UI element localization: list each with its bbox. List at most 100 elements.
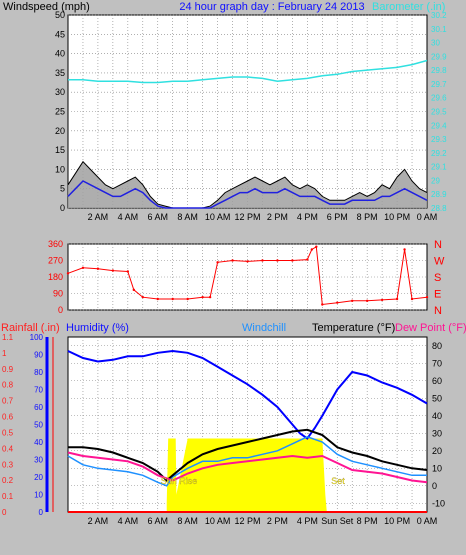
barometer-tick-label: 28.8 [431, 204, 447, 213]
temp-time-tick-label: 4 AM [118, 516, 139, 526]
sunrise-annotation: Sun Rise [161, 476, 198, 486]
wind-direction-point [351, 299, 354, 303]
barometer-tick-label: 30.1 [431, 25, 447, 34]
barometer-tick-label: 29.3 [431, 135, 447, 144]
wind-direction-point [395, 297, 399, 301]
temperature-tick-label: 0 [432, 481, 437, 491]
rainfall-tick-label: 0.3 [2, 460, 14, 469]
wind-direction-point [306, 258, 309, 261]
wind-barometer-panel: 0 5 10 15 20 25 30 35 40 45 50 28.8 28.9 29 29.1 29.2 29… [55, 10, 447, 222]
wind-time-tick-label: 4 PM [297, 212, 318, 222]
temp-time-tick-label: 2 PM [267, 516, 288, 526]
sunset-annotation: Set [331, 476, 345, 486]
temp-time-tick-label: Sun Set [321, 516, 354, 526]
temperature-legend: Temperature (°F) [312, 322, 395, 334]
humidity-tick-label: 40 [34, 438, 43, 447]
direction-tick-label: 180 [48, 272, 63, 282]
wind-direction-line [67, 245, 428, 306]
dew-point-legend: Dew Point (°F) [395, 322, 466, 334]
wind-time-tick-label: 8 PM [357, 212, 378, 222]
humidity-tick-label: 100 [30, 333, 44, 342]
direction-tick-label: 360 [48, 239, 63, 249]
wind-direction-point [261, 259, 264, 262]
rainfall-tick-label: 0.7 [2, 397, 14, 406]
rainfall-tick-label: 0.6 [2, 413, 14, 422]
barometer-axis-title: Barometer (.in) [372, 1, 445, 13]
rainfall-tick-label: 1.1 [2, 333, 14, 342]
direction-tick-label: 90 [53, 289, 63, 299]
barometer-line [68, 59, 428, 84]
windspeed-tick-label: 30 [55, 87, 65, 97]
humidity-tick-label: 0 [39, 508, 44, 517]
rainfall-tick-label: 0.4 [2, 444, 14, 453]
rainfall-tick-label: 1 [2, 349, 7, 358]
rainfall-axis-title: Rainfall (.in) [1, 322, 60, 334]
rainfall-tick-label: 0.1 [2, 492, 14, 501]
humidity-tick-label: 30 [34, 456, 43, 465]
temperature-tick-label: 10 [432, 463, 442, 473]
compass-label: N [434, 239, 442, 251]
humidity-line [67, 349, 428, 440]
barometer-tick-label: 29.7 [431, 80, 447, 89]
temperature-tick-label: 40 [432, 411, 442, 421]
wind-gust-area [68, 161, 427, 208]
temp-time-tick-label: 8 AM [177, 516, 198, 526]
wind-direction-point [156, 297, 159, 301]
wind-direction-point [291, 259, 294, 262]
wind-time-tick-label: 4 AM [118, 212, 139, 222]
barometer-tick-label: 29.4 [431, 121, 447, 130]
rainfall-tick-label: 0 [2, 508, 7, 517]
wind-time-tick-label: 2 AM [88, 212, 109, 222]
wind-direction-point [425, 295, 429, 299]
wind-direction-point [410, 297, 414, 301]
direction-tick-label: 270 [48, 256, 63, 266]
humidity-tick-label: 10 [34, 491, 43, 500]
temperature-tick-label: -10 [432, 498, 445, 508]
barometer-tick-label: 29 [431, 176, 440, 185]
temperature-tick-label: 60 [432, 376, 442, 386]
barometer-tick-label: 29.9 [431, 52, 447, 61]
windspeed-tick-label: 50 [55, 10, 65, 20]
compass-label: W [434, 256, 445, 268]
wind-direction-point [126, 270, 130, 273]
temperature-humidity-panel: Sun Rise Set 0 0.1 0.2 0.3 0.4 0.5 0.6 0.7 0.8 0.9 1… [2, 333, 445, 526]
wind-direction-point [81, 266, 85, 270]
temp-time-tick-label: 2 AM [88, 516, 109, 526]
wind-time-tick-label: 10 PM [384, 212, 410, 222]
barometer-tick-label: 29.8 [431, 66, 447, 75]
rainfall-tick-label: 0.8 [2, 381, 14, 390]
wind-time-tick-label: 8 AM [177, 212, 198, 222]
humidity-tick-label: 70 [34, 386, 43, 395]
temperature-line [68, 428, 428, 482]
wind-time-tick-label: 10 AM [205, 212, 231, 222]
wind-direction-point [315, 245, 318, 248]
wind-direction-point [132, 288, 136, 292]
dew-point-line [67, 451, 428, 484]
barometer-tick-label: 30.2 [431, 11, 447, 20]
wind-time-tick-label: 2 PM [267, 212, 288, 222]
rainfall-tick-label: 0.5 [2, 428, 14, 437]
direction-tick-label: 0 [58, 305, 63, 315]
humidity-axis-title: Humidity (%) [66, 322, 129, 334]
barometer-tick-label: 29.2 [431, 149, 447, 158]
temperature-tick-label: 80 [432, 341, 442, 351]
wind-direction-point [208, 295, 212, 299]
wind-direction-point [321, 303, 324, 306]
windspeed-axis-title: Windspeed (mph) [3, 1, 90, 13]
wind-direction-point [336, 301, 339, 304]
temp-time-tick-label: 10 AM [205, 516, 231, 526]
barometer-tick-label: 29.5 [431, 108, 447, 117]
wind-time-tick-label: 6 PM [327, 212, 348, 222]
temp-time-tick-label: 4 PM [297, 516, 318, 526]
windspeed-tick-label: 0 [60, 203, 65, 213]
temp-time-tick-label: 0 AM [417, 516, 438, 526]
windspeed-tick-label: 5 [60, 184, 65, 194]
windspeed-tick-label: 15 [55, 145, 65, 155]
wind-direction-point [201, 295, 204, 299]
rainfall-tick-label: 0.2 [2, 476, 14, 485]
wind-direction-point [365, 299, 369, 303]
barometer-tick-label: 30 [431, 39, 440, 48]
wind-direction-point [96, 267, 100, 270]
